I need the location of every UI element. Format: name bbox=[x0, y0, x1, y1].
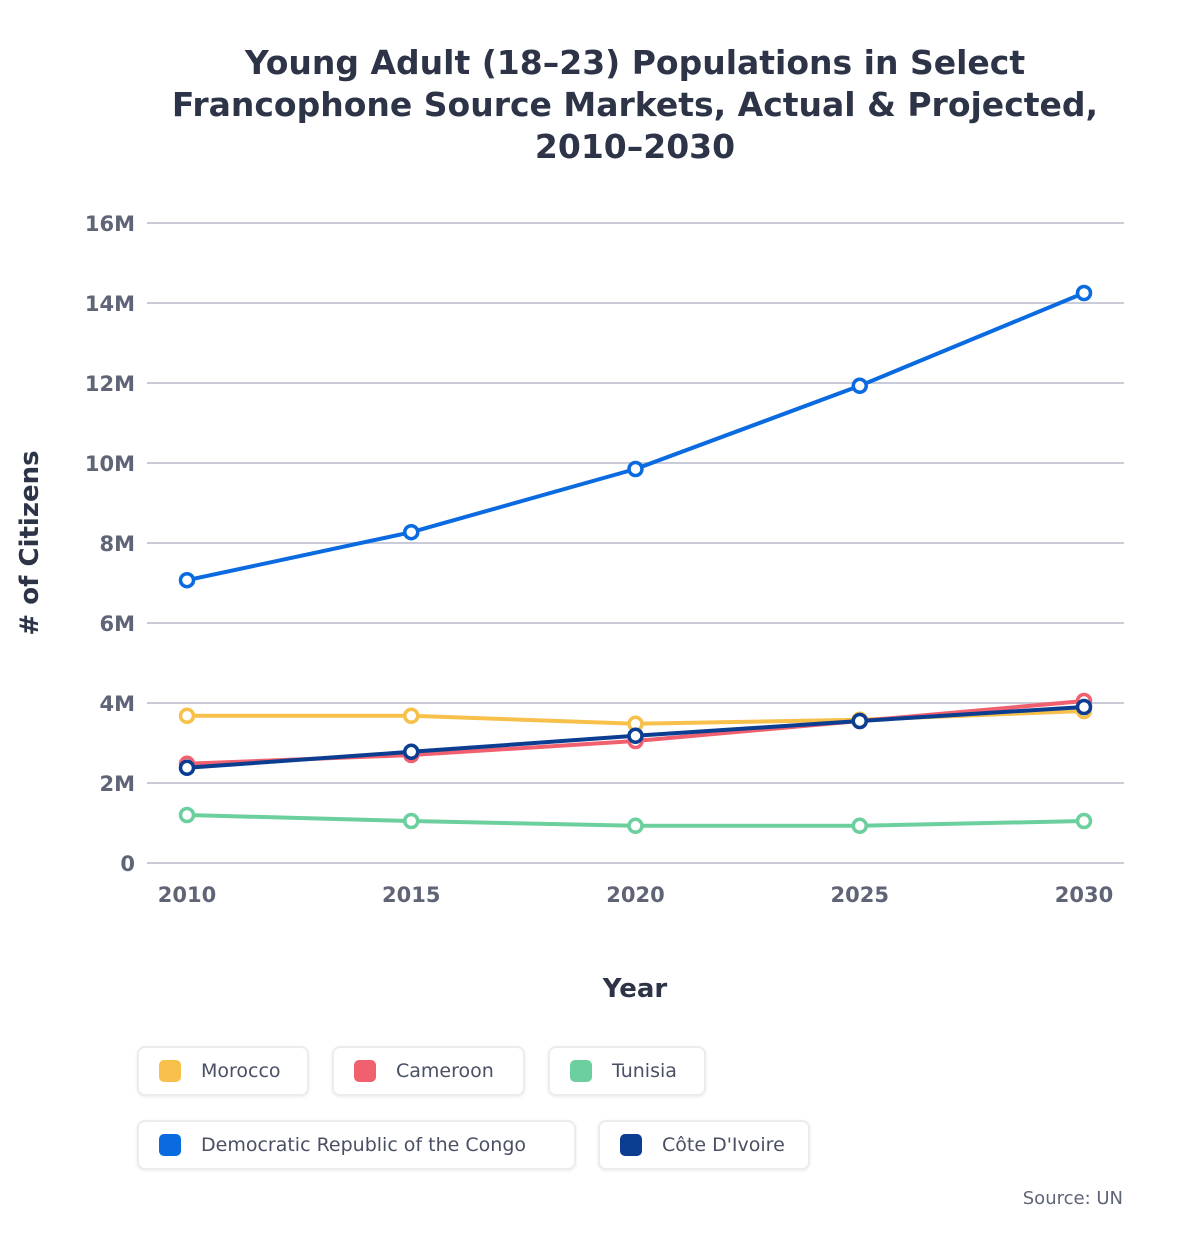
x-tick-label: 2025 bbox=[831, 883, 889, 907]
y-tick-label: 6M bbox=[99, 612, 135, 636]
y-axis-label: # of Citizens bbox=[15, 450, 45, 635]
legend-swatch bbox=[159, 1134, 181, 1156]
legend-item[interactable]: Tunisia bbox=[548, 1046, 706, 1096]
data-point bbox=[178, 707, 196, 725]
data-point bbox=[403, 523, 420, 541]
legend-label: Democratic Republic of the Congo bbox=[201, 1134, 527, 1156]
legend-label: Morocco bbox=[201, 1060, 281, 1082]
y-tick-label: 12M bbox=[85, 372, 135, 396]
y-tick-label: 8M bbox=[99, 532, 135, 556]
legend-swatch bbox=[620, 1134, 642, 1156]
data-point bbox=[1075, 812, 1093, 830]
data-point bbox=[851, 712, 868, 730]
data-point bbox=[627, 817, 644, 835]
data-point bbox=[1075, 698, 1093, 716]
legend-label: Côte D'Ivoire bbox=[662, 1134, 785, 1156]
x-tick-label: 2020 bbox=[606, 883, 664, 907]
series-line bbox=[186, 291, 1085, 583]
legend-item[interactable]: Morocco bbox=[137, 1046, 309, 1096]
legend-swatch bbox=[570, 1060, 592, 1082]
legend-item[interactable]: Democratic Republic of the Congo bbox=[137, 1120, 576, 1170]
x-tick-label: 2010 bbox=[158, 883, 216, 907]
y-tick-label: 2M bbox=[99, 772, 135, 796]
legend-label: Cameroon bbox=[396, 1060, 494, 1082]
data-point bbox=[403, 812, 420, 830]
y-tick-label: 0 bbox=[120, 852, 135, 876]
y-tick-label: 16M bbox=[85, 212, 135, 236]
x-tick-label: 2030 bbox=[1055, 883, 1113, 907]
legend-swatch bbox=[159, 1060, 181, 1082]
x-axis-label: Year bbox=[602, 974, 668, 1004]
source-note: Source: UN bbox=[1022, 1188, 1123, 1209]
legend-label: Tunisia bbox=[612, 1060, 677, 1082]
data-point bbox=[627, 727, 644, 745]
y-tick-label: 14M bbox=[85, 292, 135, 316]
legend-item[interactable]: Cameroon bbox=[332, 1046, 525, 1096]
chart-title: Young Adult (18–23) Populations in Selec… bbox=[171, 43, 1099, 166]
y-tick-label: 4M bbox=[99, 692, 135, 716]
legend-item[interactable]: Côte D'Ivoire bbox=[598, 1120, 810, 1170]
y-tick-label: 10M bbox=[85, 452, 135, 476]
data-point bbox=[403, 743, 420, 761]
x-tick-label: 2015 bbox=[382, 883, 440, 907]
data-point bbox=[1075, 284, 1093, 302]
data-point bbox=[403, 707, 420, 725]
legend-swatch bbox=[354, 1060, 376, 1082]
data-point bbox=[627, 460, 644, 478]
data-point bbox=[851, 817, 868, 835]
data-point bbox=[178, 806, 196, 824]
data-point bbox=[851, 377, 868, 395]
data-point bbox=[178, 759, 196, 777]
data-point bbox=[178, 571, 196, 589]
